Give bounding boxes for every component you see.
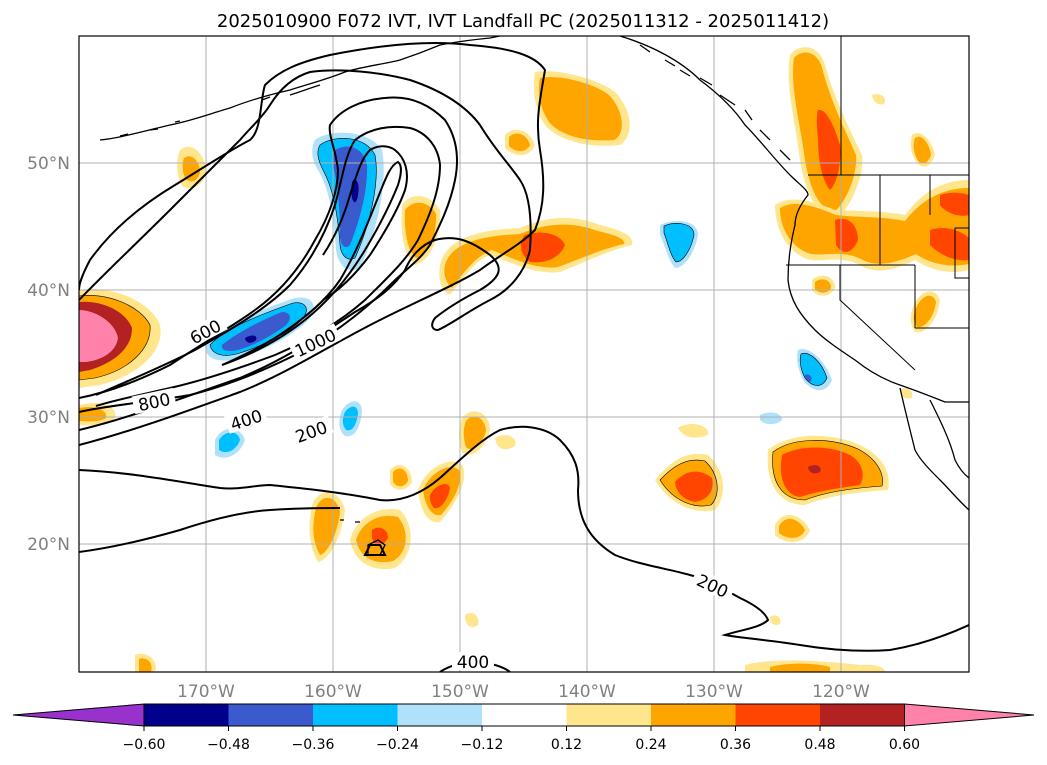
shade-900-395: [900, 387, 913, 399]
colorbar-box-1: [144, 704, 229, 726]
colorbar-box-2: [228, 704, 313, 726]
shade-orange-ne-2: [538, 77, 622, 141]
colorbar-box-9: [820, 704, 905, 726]
colorbar-label-3: −0.36: [292, 737, 335, 753]
contour-800: [95, 125, 442, 407]
coast-baja: [899, 387, 969, 511]
colorbar-ticks: [143, 726, 905, 731]
shade-blue-mid-4: [245, 335, 257, 343]
lon-label-130w: 130°W: [685, 682, 743, 702]
contour-1000-b: [322, 145, 408, 301]
state-borders: [786, 36, 969, 371]
shade-outlines: [79, 138, 883, 507]
lon-tick-labels: 170°W 160°W 150°W 140°W 130°W 120°W: [177, 682, 870, 702]
lat-label-40: 40°N: [27, 281, 70, 301]
lon-label-160w: 160°W: [304, 682, 362, 702]
colorbar-extend-min: [12, 703, 145, 727]
colorbar-label-7: 0.24: [635, 737, 666, 753]
contour-200-sw: [79, 507, 341, 553]
shade-orange-770: [770, 615, 781, 626]
shade-875: [872, 94, 886, 105]
shade-orange-tiny-b2: [139, 658, 152, 672]
coastlines: [99, 36, 969, 556]
lon-label-140w: 140°W: [558, 682, 616, 702]
lon-label-150w: 150°W: [431, 682, 489, 702]
colorbar-box-4: [397, 704, 482, 726]
colorbar-box-5: [482, 704, 567, 726]
shade-orange-hawaii-2c: [430, 484, 450, 509]
shade-aleutian-2: [182, 156, 200, 182]
lat-label-50: 50°N: [27, 154, 70, 174]
lat-label-20: 20°N: [27, 535, 70, 555]
colorbar-box-3: [313, 704, 398, 726]
shade-blue-30n: [760, 412, 782, 425]
shade-orange-band-3: [520, 232, 565, 263]
shade-orange-small-130-2: [509, 133, 530, 152]
colorbar-box-6: [566, 704, 651, 726]
shade-id-2: [913, 136, 931, 164]
shade-orange-bottom-2: [770, 663, 830, 672]
shade-nw-interior-2: [780, 188, 969, 266]
shade-az-2: [913, 295, 936, 328]
colorbar: −0.60 −0.48 −0.36 −0.24 −0.12 0.12 0.24 …: [12, 703, 1035, 753]
shade-ca-2: [815, 279, 831, 293]
shade-orange-20n-2: [779, 518, 805, 538]
colorbar-label-9: 0.48: [804, 737, 835, 753]
colorbar-box-8: [735, 704, 820, 726]
colorbar-extend-max: [904, 703, 1035, 727]
shade-blue-small-a2: [219, 432, 240, 453]
shade-orange-500: [495, 435, 516, 450]
shade-orange-680: [678, 424, 709, 438]
shade-nw-interior-5: [940, 192, 969, 216]
shade-blue-small-b2: [342, 406, 358, 431]
lat-label-30: 30°N: [27, 408, 70, 428]
shade-bc-coast-3: [816, 109, 841, 190]
coast-alaska: [99, 36, 501, 141]
shade-orange-tiny-a: [465, 613, 479, 627]
contour-label-400-bottom: 400: [457, 653, 489, 673]
lon-label-120w: 120°W: [812, 682, 870, 702]
shade-blue-mid-3: [221, 312, 290, 351]
lon-label-170w: 170°W: [177, 682, 235, 702]
coast-islands: [639, 44, 791, 161]
colorbar-tick-labels: −0.60 −0.48 −0.36 −0.24 −0.12 0.12 0.24 …: [123, 737, 921, 753]
shade-west-edge-4: [79, 310, 118, 362]
coast-bc: [619, 36, 969, 403]
shade-nw-interior-4: [930, 227, 969, 261]
coast-gulf-ca: [929, 399, 969, 479]
colorbar-label-4: −0.24: [376, 737, 419, 753]
colorbar-label-6: 0.12: [551, 737, 582, 753]
shade-orange-hawaii-1b: [463, 416, 486, 450]
colorbar-box-7: [651, 704, 736, 726]
map-frame: [78, 35, 970, 673]
map-panel: 600 1000 800 400 200 200 400: [78, 35, 970, 673]
contour-labels: 600 1000 800 400 200 200 400: [131, 313, 736, 673]
shade-orange-hawaii-3b: [393, 468, 408, 487]
contour-hawaii: [363, 544, 387, 556]
shade-orange-25n-3: [675, 471, 713, 502]
contour-200-north: [79, 42, 547, 446]
shade-blue-42n-2: [664, 223, 694, 262]
contour-200-south: [79, 425, 969, 652]
coast-alaska-2: [119, 84, 321, 137]
colorbar-label-1: −0.60: [123, 737, 166, 753]
shade-orange-26n-4: [808, 465, 821, 474]
lat-tick-labels: 20°N 30°N 40°N 50°N: [27, 154, 70, 555]
colorbar-label-8: 0.36: [720, 737, 751, 753]
shaded-anomalies: [79, 47, 969, 672]
map-title: 2025010900 F072 IVT, IVT Landfall PC (20…: [217, 11, 829, 32]
shade-orange-26n-3: [780, 447, 863, 497]
colorbar-label-10: 0.60: [889, 737, 920, 753]
colorbar-label-2: −0.48: [207, 737, 250, 753]
colorbar-label-5: −0.12: [461, 737, 504, 753]
